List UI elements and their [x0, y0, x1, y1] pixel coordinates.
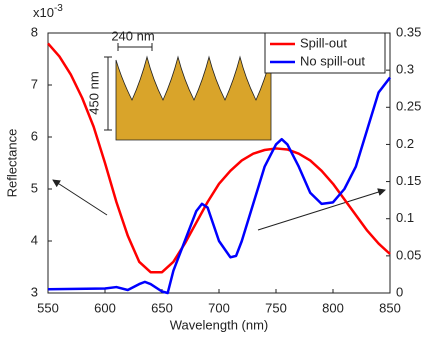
x-tick-label: 750 [265, 300, 287, 315]
x-tick-label: 800 [322, 300, 344, 315]
series-line [47, 76, 391, 295]
y-tick-label: 5 [31, 180, 38, 195]
inset-diagram: 240 nm 450 nm [86, 28, 272, 141]
x-tick-label: 850 [379, 300, 401, 315]
y2-tick-label: 0.3 [396, 62, 414, 77]
y-multiplier: x10-3 [33, 3, 63, 21]
legend-label: No spill-out [300, 53, 365, 68]
inset-label: 240 nm [111, 28, 154, 43]
y-tick-label: 7 [31, 76, 38, 91]
legend-label: Spill-out [300, 35, 347, 50]
multiplier-exp: -3 [54, 3, 63, 14]
y-tick-label: 4 [31, 232, 38, 247]
arrow [52, 179, 108, 216]
y2-tick-label: 0.25 [396, 99, 421, 114]
x-tick-label: 700 [208, 300, 230, 315]
arrow [257, 188, 386, 231]
y-tick-label: 3 [31, 284, 38, 299]
legend-box [264, 32, 386, 74]
y2-tick-label: 0.05 [396, 247, 421, 262]
y-axis-label: Reflectance [4, 129, 19, 198]
y2-tick-label: 0.1 [396, 210, 414, 225]
y-tick-label: 6 [31, 128, 38, 143]
legend: Spill-out No spill-out [264, 32, 386, 74]
x-tick-label: 600 [94, 300, 116, 315]
x-tick-label: 550 [37, 300, 59, 315]
multiplier-base: x10 [33, 5, 54, 20]
y-tick-label: 8 [31, 24, 38, 39]
series-line [47, 42, 391, 274]
inset-label: 450 nm [86, 71, 101, 114]
y2-tick-label: 0.2 [396, 136, 414, 151]
x-tick-label: 650 [151, 300, 173, 315]
x-axis-label: Wavelength (nm) [170, 317, 269, 332]
y2-tick-label: 0.35 [396, 24, 421, 39]
y2-tick-label: 0 [396, 284, 403, 299]
y2-tick-label: 0.15 [396, 173, 421, 188]
